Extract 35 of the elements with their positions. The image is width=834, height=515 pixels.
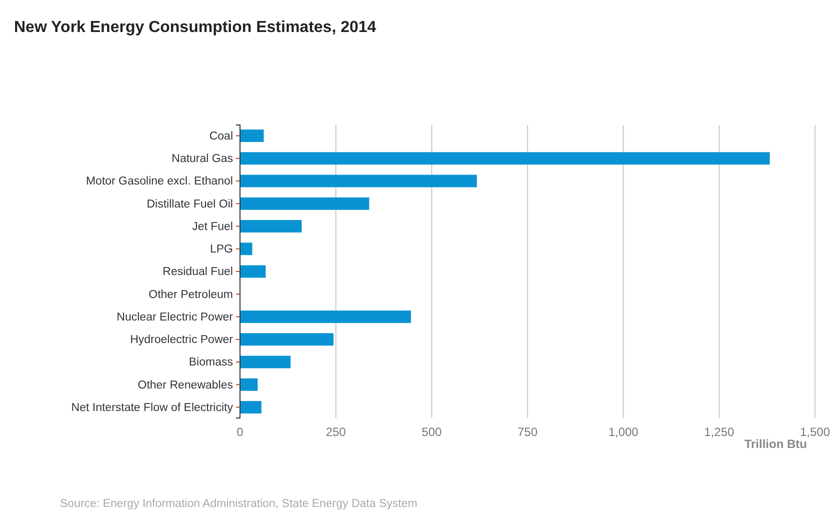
x-tick-label: 500 [422,424,442,439]
x-tick-label: 1,000 [608,424,639,439]
bar [240,378,258,391]
x-tick-label: 1,250 [704,424,735,439]
y-tick-label: Hydroelectric Power [130,334,234,346]
y-tick-label: Motor Gasoline excl. Ethanol [86,176,233,188]
y-tick-label: Nuclear Electric Power [116,311,234,324]
bar [240,152,770,165]
y-tick-label: Biomass [188,356,234,369]
y-tick-label: Other Petroleum [148,288,233,301]
x-tick-label: 1,500 [800,424,830,439]
bar [240,220,302,232]
y-tick-label: Coal [209,130,233,142]
bar [240,130,264,142]
bar [240,356,291,368]
y-tick-label: Net Interstate Flow of Electricity [71,402,234,414]
y-tick-label: LPG [210,244,234,256]
bar [240,242,252,256]
bar [240,174,477,188]
y-tick-label: Distillate Fuel Oil [146,198,233,210]
bar [240,310,411,323]
bar [240,265,266,278]
chart-title: New York Energy Consumption Estimates, 2014 [14,19,376,36]
bar [240,197,370,210]
bar [240,401,262,414]
source-note: Source: Energy Information Administration, State Energy Data System [60,498,418,510]
y-tick-label: Natural Gas [172,153,234,166]
y-tick-label: Other Renewables [138,379,234,392]
bar [240,333,334,346]
x-tick-label: 250 [326,424,346,439]
y-tick-label: Residual Fuel [162,266,233,278]
x-tick-label: 750 [517,424,538,439]
y-tick-label: Jet Fuel [192,220,233,233]
x-axis-title: Trillion Btu [744,437,807,451]
x-tick-label: 0 [236,424,244,439]
